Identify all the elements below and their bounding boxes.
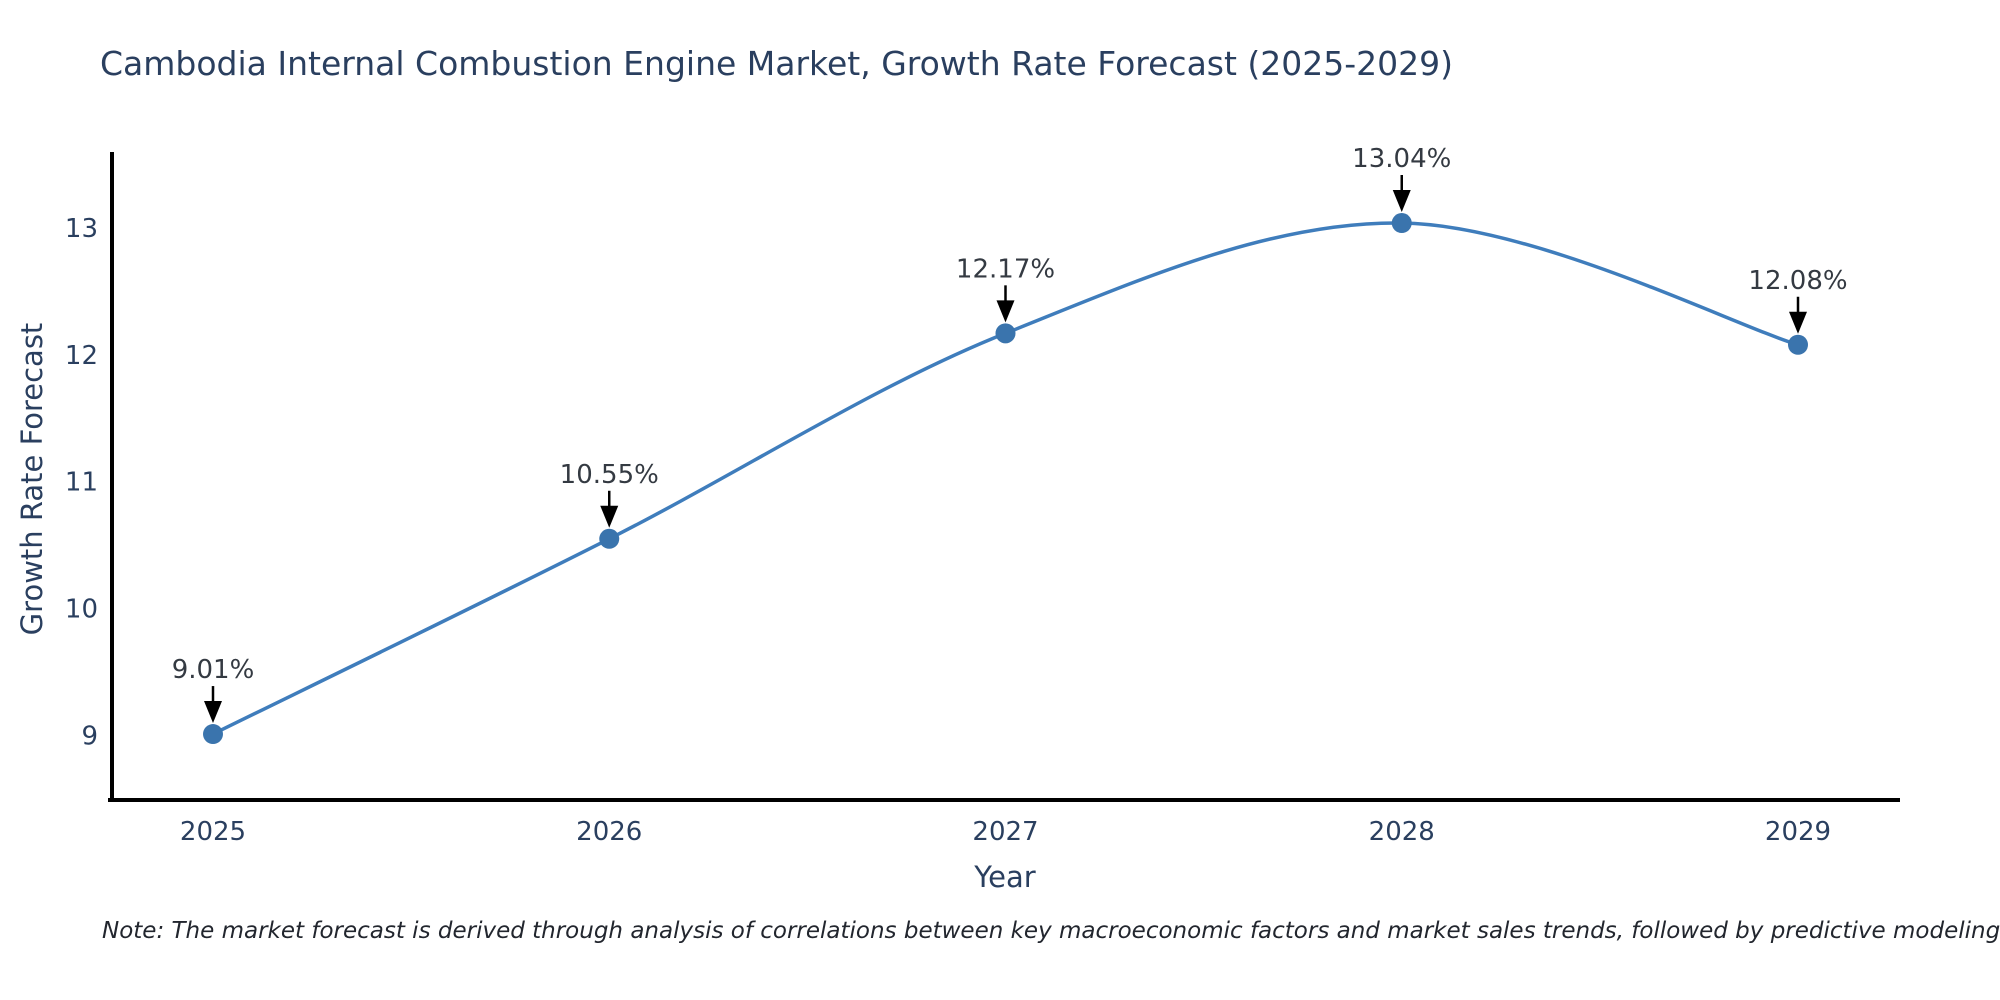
x-tick-2028: 2028 — [1369, 817, 1435, 847]
y-tick-9: 9 — [81, 721, 98, 751]
point-label-2028: 13.04% — [1352, 144, 1451, 174]
data-point-2028[interactable] — [1391, 213, 1412, 234]
x-tick-2029: 2029 — [1765, 817, 1831, 847]
data-point-2027[interactable] — [995, 323, 1016, 344]
annotation-arrowhead-2026 — [600, 505, 619, 528]
chart-footnote: Note: The market forecast is derived thr… — [102, 918, 2000, 944]
y-tick-12: 12 — [65, 341, 98, 371]
x-tick-2026: 2026 — [576, 817, 642, 847]
annotation-arrowhead-2029 — [1789, 311, 1807, 334]
point-label-2029: 12.08% — [1748, 266, 1847, 296]
y-tick-10: 10 — [65, 595, 98, 625]
annotation-arrowhead-2025 — [204, 701, 222, 724]
x-tick-2025: 2025 — [180, 817, 246, 847]
data-point-2025[interactable] — [203, 724, 223, 745]
chart-title: Cambodia Internal Combustion Engine Mark… — [100, 44, 1454, 83]
data-point-2026[interactable] — [599, 528, 620, 549]
annotation-arrowhead-2027 — [996, 300, 1015, 323]
point-label-2027: 12.17% — [956, 254, 1055, 284]
point-label-2025: 9.01% — [172, 655, 255, 685]
x-axis-title: Year — [974, 860, 1036, 894]
point-label-2026: 10.55% — [560, 460, 659, 490]
x-tick-2027: 2027 — [972, 817, 1038, 847]
annotation-arrowhead-2028 — [1392, 190, 1411, 213]
data-point-2029[interactable] — [1788, 334, 1808, 355]
y-axis-title: Growth Rate Forecast — [15, 322, 49, 636]
y-tick-11: 11 — [65, 468, 98, 498]
y-tick-13: 13 — [65, 214, 98, 244]
